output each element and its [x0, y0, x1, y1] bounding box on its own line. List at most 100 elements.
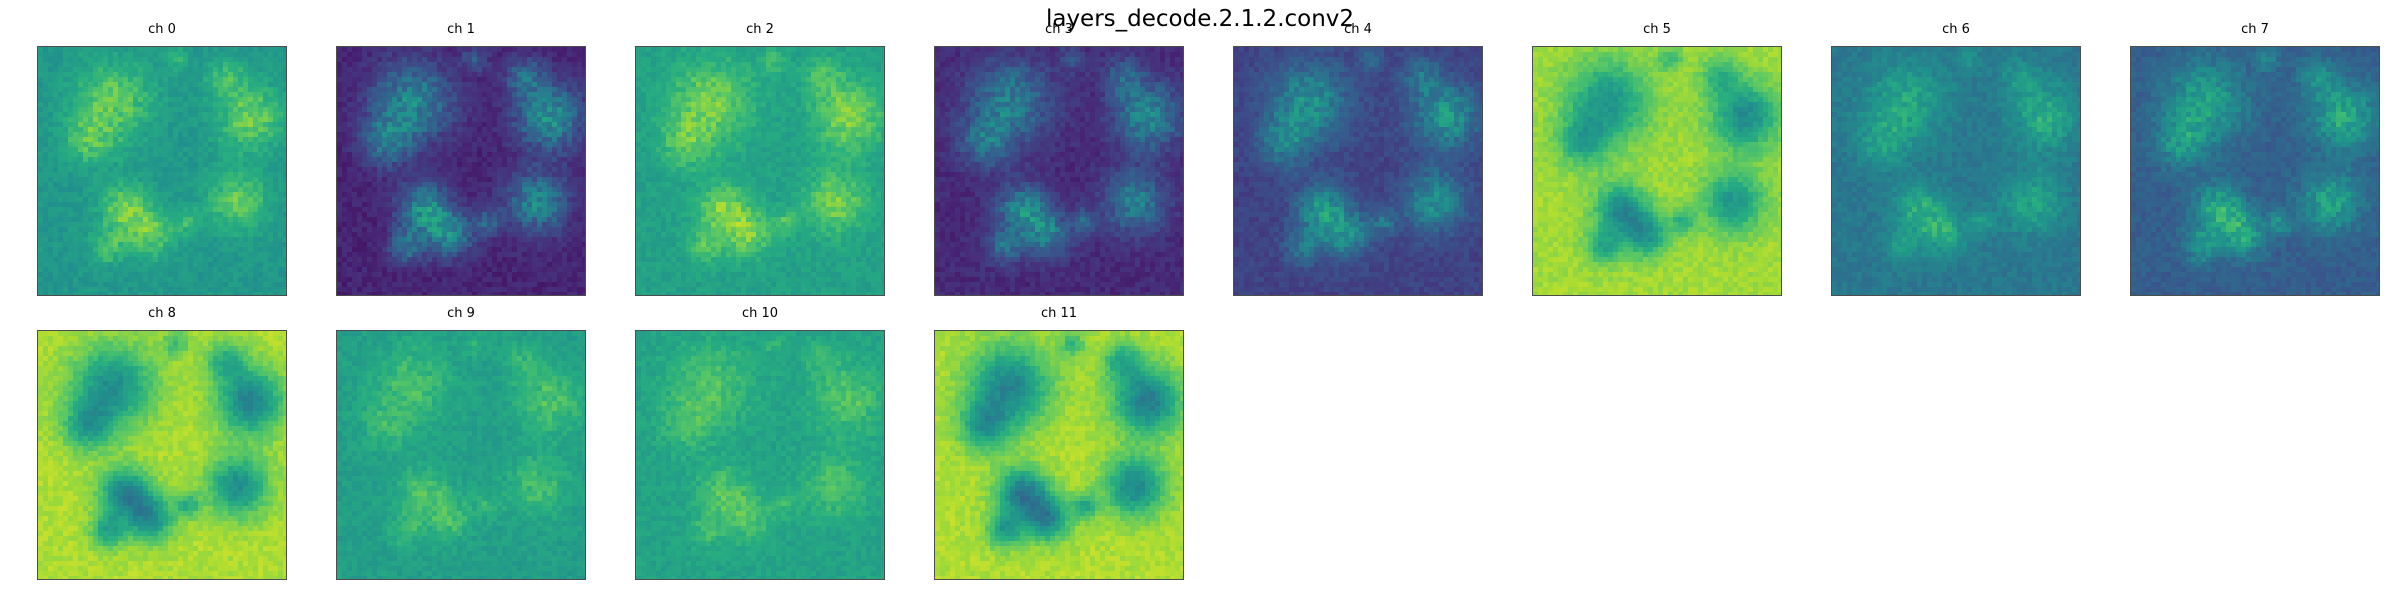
heatmap-cell — [357, 97, 363, 103]
heatmap-cell — [372, 172, 378, 178]
heatmap-cell — [527, 212, 533, 218]
heatmap-cell — [223, 47, 229, 53]
heatmap-cell — [53, 137, 59, 143]
heatmap-cell — [472, 262, 478, 268]
heatmap-cell — [203, 252, 209, 258]
heatmap-cell — [58, 267, 64, 273]
heatmap-cell — [258, 82, 264, 88]
heatmap-cell — [133, 137, 139, 143]
heatmap-cell — [213, 127, 219, 133]
heatmap-cell — [178, 52, 184, 58]
heatmap-cell — [352, 52, 358, 58]
heatmap-cell — [372, 92, 378, 98]
heatmap-cell — [402, 152, 408, 158]
heatmap-cell — [248, 57, 254, 63]
heatmap-cell — [422, 172, 428, 178]
heatmap-cell — [372, 237, 378, 243]
heatmap-cell — [38, 97, 44, 103]
heatmap-cell — [357, 287, 363, 293]
heatmap-cell — [123, 117, 129, 123]
heatmap-cell — [253, 217, 259, 223]
heatmap-cell — [472, 197, 478, 203]
heatmap-cell — [243, 197, 249, 203]
heatmap-cell — [68, 227, 74, 233]
heatmap-cell — [248, 147, 254, 153]
heatmap-cell — [412, 202, 418, 208]
heatmap-cell — [467, 272, 473, 278]
heatmap-cell — [532, 222, 538, 228]
heatmap-cell — [113, 262, 119, 268]
heatmap-cell — [83, 292, 89, 295]
heatmap-cell — [78, 72, 84, 78]
heatmap-cell — [123, 277, 129, 283]
heatmap-cell — [467, 217, 473, 223]
heatmap-cell — [263, 207, 269, 213]
heatmap-cell — [392, 217, 398, 223]
heatmap-cell — [572, 122, 578, 128]
heatmap-cell — [163, 57, 169, 63]
heatmap-cell — [507, 52, 513, 58]
heatmap-cell — [472, 202, 478, 208]
heatmap-cell — [457, 132, 463, 138]
heatmap-cell — [108, 227, 114, 233]
heatmap-cell — [38, 57, 44, 63]
heatmap-cell — [213, 77, 219, 83]
heatmap-cell — [88, 67, 94, 73]
heatmap-cell — [138, 222, 144, 228]
heatmap-cell — [502, 97, 508, 103]
heatmap-cell — [572, 287, 578, 293]
heatmap-cell — [537, 192, 543, 198]
heatmap-cell — [173, 247, 179, 253]
heatmap-cell — [283, 287, 286, 293]
heatmap-cell — [78, 212, 84, 218]
heatmap-cell — [163, 262, 169, 268]
heatmap-cell — [248, 292, 254, 295]
heatmap-cell — [248, 67, 254, 73]
heatmap-cell — [502, 202, 508, 208]
heatmap-cell — [118, 222, 124, 228]
heatmap-cell — [198, 147, 204, 153]
heatmap-cell — [153, 77, 159, 83]
heatmap-cell — [228, 152, 234, 158]
heatmap-cell — [462, 282, 468, 288]
heatmap-cell — [283, 127, 286, 133]
heatmap-cell — [153, 282, 159, 288]
heatmap-cell — [203, 232, 209, 238]
heatmap-cell — [98, 207, 104, 213]
heatmap-cell — [402, 87, 408, 93]
heatmap-cell — [233, 77, 239, 83]
heatmap-cell — [213, 122, 219, 128]
heatmap-cell — [437, 67, 443, 73]
heatmap-cell — [123, 182, 129, 188]
heatmap-cell — [527, 272, 533, 278]
heatmap-cell — [467, 207, 473, 213]
heatmap-cell — [457, 182, 463, 188]
heatmap-cell — [402, 267, 408, 273]
heatmap-cell — [502, 192, 508, 198]
heatmap-cell — [58, 72, 64, 78]
heatmap-cell — [78, 227, 84, 233]
heatmap-cell — [357, 272, 363, 278]
heatmap-cell — [367, 192, 373, 198]
heatmap-cell — [238, 112, 244, 118]
heatmap-cell — [243, 77, 249, 83]
heatmap-cell — [387, 97, 393, 103]
heatmap-cell — [507, 157, 513, 163]
heatmap-cell — [128, 97, 134, 103]
heatmap-cell — [163, 147, 169, 153]
heatmap-cell — [487, 247, 493, 253]
heatmap-cell — [158, 147, 164, 153]
heatmap-cell — [248, 282, 254, 288]
heatmap-cell — [73, 227, 79, 233]
heatmap-cell — [243, 117, 249, 123]
heatmap-cell — [163, 92, 169, 98]
heatmap-cell — [78, 62, 84, 68]
heatmap-cell — [482, 257, 488, 263]
heatmap-cell — [93, 97, 99, 103]
heatmap-cell — [183, 57, 189, 63]
heatmap-cell — [557, 162, 563, 168]
heatmap-cell — [347, 172, 353, 178]
heatmap-cell — [537, 277, 543, 283]
heatmap-cell — [502, 282, 508, 288]
